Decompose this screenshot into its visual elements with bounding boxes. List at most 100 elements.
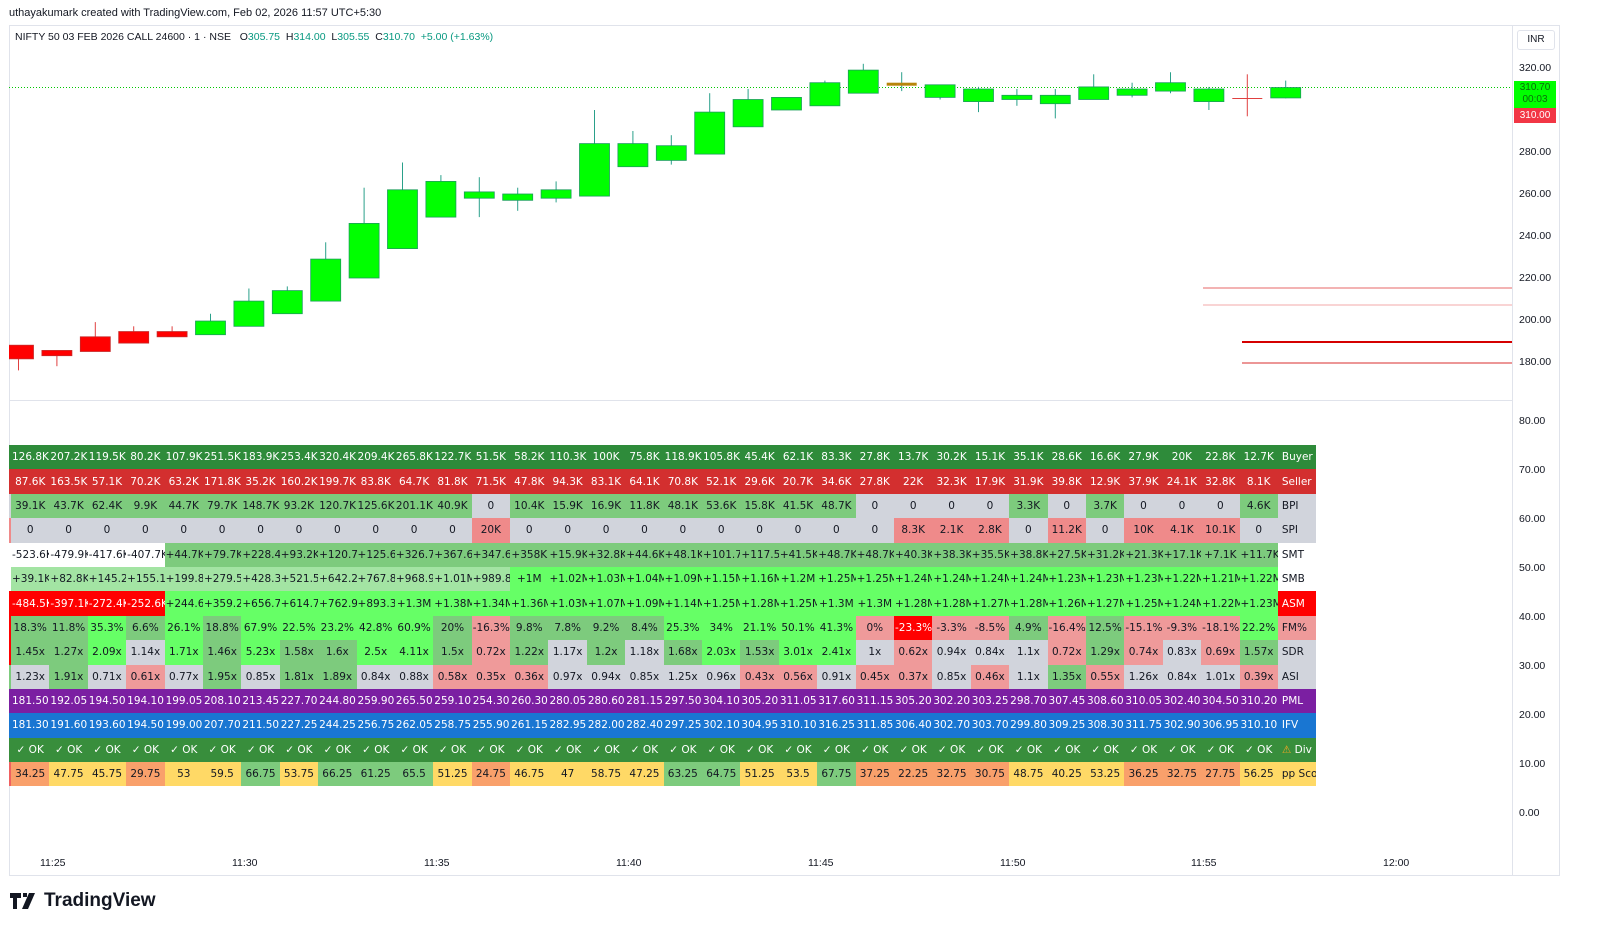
table-cell: 75.8K: [625, 445, 664, 470]
candle[interactable]: [41, 350, 73, 367]
table-cell: ✓ OK: [433, 737, 472, 763]
row-label: Buyer: [1277, 445, 1316, 470]
candle[interactable]: [847, 63, 879, 94]
table-cell: +17.1K: [1162, 542, 1202, 567]
table-cell: -397.1K: [49, 591, 88, 616]
table-cell: 46.75: [510, 762, 549, 787]
candle[interactable]: [310, 242, 342, 302]
candle[interactable]: [348, 187, 380, 279]
candle[interactable]: [118, 326, 150, 344]
table-cell: -484.5K: [11, 591, 50, 616]
table-cell: +1.03M: [586, 566, 626, 592]
pane-separator[interactable]: [9, 400, 1512, 401]
table-cell: 192.05: [49, 688, 88, 714]
table-cell: +767.8K: [356, 566, 395, 592]
table-cell: +1.22M: [1201, 591, 1240, 616]
table-cell: 66.25: [318, 762, 357, 787]
table-cell: 34%: [702, 615, 741, 641]
table-cell: 41.3%: [817, 615, 856, 641]
table-cell: 36.25: [1124, 762, 1163, 787]
candlestick-chart[interactable]: [9, 26, 1512, 401]
candle[interactable]: [1001, 89, 1033, 106]
table-cell: 305.20: [893, 688, 933, 714]
open-value: 305.75: [247, 31, 281, 43]
candle[interactable]: [924, 84, 956, 100]
table-cell: 0: [855, 518, 894, 543]
table-cell: 0.55x: [1085, 664, 1125, 689]
table-cell: 0.69x: [1201, 640, 1240, 665]
candle[interactable]: [1116, 82, 1148, 98]
tradingview-logo[interactable]: TradingView: [10, 890, 156, 912]
candle[interactable]: [233, 288, 265, 327]
table-cell: 0: [1009, 518, 1048, 543]
table-cell: 0.43x: [740, 664, 779, 689]
candle[interactable]: [271, 286, 303, 315]
table-cell: ✓ OK: [855, 737, 894, 763]
table-cell: +44.6K: [625, 542, 664, 567]
table-cell-edge: [9, 445, 11, 470]
table-cell: 0: [241, 518, 280, 543]
table-cell: 0.85x: [932, 664, 971, 689]
candle[interactable]: [425, 175, 457, 218]
candle[interactable]: [1270, 80, 1302, 99]
candle[interactable]: [1155, 72, 1186, 94]
candle[interactable]: [1232, 74, 1263, 117]
candle[interactable]: [9, 344, 34, 371]
table-cell: 0%: [855, 615, 894, 641]
candle[interactable]: [1078, 74, 1110, 100]
candle[interactable]: [1039, 89, 1071, 119]
table-cell: +1.3M: [855, 591, 894, 616]
row-label: PML: [1277, 688, 1316, 714]
table-cell: +101.7K: [702, 542, 741, 567]
candle[interactable]: [809, 80, 841, 107]
candle[interactable]: [1193, 86, 1225, 110]
table-cell: +15.9K: [548, 542, 587, 567]
table-cell: +358K: [510, 542, 549, 567]
table-cell: 0: [932, 493, 971, 519]
table-cell: 1.45x: [11, 640, 50, 665]
table-cell: +1.22M: [1162, 566, 1202, 592]
table-cell: 118.9K: [663, 445, 703, 470]
table-cell: +1M: [510, 566, 549, 592]
table-cell: 0: [586, 518, 626, 543]
table-cell: ✓ OK: [625, 737, 664, 763]
table-row: 34.25 47.75 45.75 29.75 53 59.5 66.75 53.75 66.2…: [9, 762, 1316, 787]
table-cell: 31.9K: [1009, 469, 1048, 494]
candle[interactable]: [156, 326, 188, 338]
candle[interactable]: [617, 131, 649, 168]
table-cell: 0: [87, 518, 127, 543]
table-cell: +41.5K: [778, 542, 818, 567]
candle[interactable]: [732, 89, 764, 128]
table-cell: 41.5K: [778, 493, 818, 519]
symbol-name[interactable]: NIFTY 50 03 FEB 2026 CALL 24600 · 1 · NS…: [15, 31, 231, 43]
table-cell: 304.10: [702, 688, 741, 714]
candle[interactable]: [655, 135, 687, 165]
table-cell: +279.5K: [202, 566, 242, 592]
table-cell: +614.7K: [279, 591, 319, 616]
candle[interactable]: [694, 93, 726, 155]
attribution-text: uthayakumark created with TradingView.co…: [9, 7, 382, 19]
table-cell: ✓ OK: [1201, 737, 1240, 763]
table-cell: 47.8K: [510, 469, 549, 494]
currency-button[interactable]: INR: [1517, 30, 1555, 50]
table-cell: 80.2K: [126, 445, 165, 470]
table-cell: 0: [356, 518, 395, 543]
candle[interactable]: [886, 72, 917, 92]
low-label: L: [331, 31, 338, 43]
table-cell: 4.1K: [1162, 518, 1202, 543]
candle[interactable]: [387, 162, 418, 250]
table-cell: 253.4K: [279, 445, 319, 470]
candle[interactable]: [771, 97, 802, 111]
table-cell: 244.25: [318, 713, 357, 738]
table-cell: ✓ OK: [970, 737, 1010, 763]
candle[interactable]: [502, 187, 534, 211]
table-cell: 1.1x: [1009, 640, 1048, 665]
candle[interactable]: [79, 322, 111, 352]
table-cell: +1.23M: [1124, 566, 1163, 592]
candle[interactable]: [463, 177, 495, 218]
candle[interactable]: [540, 181, 572, 203]
candle[interactable]: [195, 313, 226, 336]
table-cell: 62.4K: [87, 493, 127, 519]
candle[interactable]: [579, 110, 610, 197]
candle[interactable]: [963, 86, 994, 113]
